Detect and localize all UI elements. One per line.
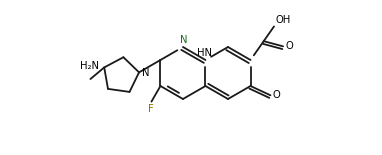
Text: O: O [285,41,293,51]
Text: H₂N: H₂N [80,61,99,71]
Text: HN: HN [197,47,212,58]
Text: N: N [180,35,188,45]
Text: OH: OH [275,15,291,25]
Text: N: N [142,68,150,78]
Text: F: F [147,104,153,114]
Text: O: O [273,90,281,100]
